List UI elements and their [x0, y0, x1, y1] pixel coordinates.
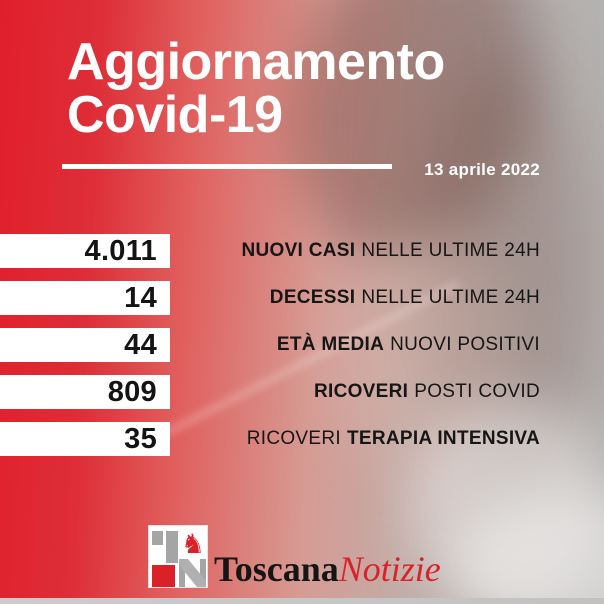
- stat-value-bar: 35: [0, 422, 170, 456]
- toscana-notizie-logo: ♞ ToscanaNotizie: [148, 525, 441, 588]
- tn-logo-icon: ♞: [148, 525, 208, 588]
- letter-t-stem-shape: [166, 531, 178, 563]
- stat-label: NUOVI CASI NELLE ULTIME 24H: [241, 234, 540, 268]
- stat-value: 44: [124, 329, 157, 361]
- pegasus-icon: ♞: [181, 529, 205, 560]
- stat-label-bold: ETÀ MEDIA: [276, 334, 385, 355]
- stat-value: 35: [124, 423, 157, 455]
- stat-value: 4.011: [84, 235, 157, 267]
- stat-label-bold: RICOVERI: [313, 381, 409, 402]
- bottom-strip: [0, 598, 604, 604]
- brand-toscana: Toscana: [214, 549, 339, 589]
- stat-label: RICOVERI TERAPIA INTENSIVA: [247, 422, 540, 456]
- stat-value-bar: 14: [0, 281, 170, 315]
- title-line-1: Aggiornamento: [67, 33, 445, 91]
- stat-label: DECESSI NELLE ULTIME 24H: [270, 281, 540, 315]
- letter-n-diagonal: [179, 559, 206, 587]
- letter-t-serif-shape: [152, 531, 163, 545]
- divider-line: [62, 164, 392, 169]
- stat-label-regular: NUOVI POSITIVI: [390, 334, 540, 355]
- stat-value: 14: [124, 282, 157, 314]
- stat-label-regular: RICOVERI: [246, 428, 341, 449]
- stat-label-regular: NELLE ULTIME 24H: [361, 240, 540, 261]
- stat-label-bold: TERAPIA INTENSIVA: [346, 428, 540, 449]
- stat-label: RICOVERI POSTI COVID: [314, 375, 540, 409]
- page-title: Aggiornamento Covid-19: [67, 33, 445, 145]
- brand-notizie: Notizie: [338, 549, 441, 589]
- stat-value-bar: 809: [0, 375, 170, 409]
- stat-label-regular: NELLE ULTIME 24H: [361, 287, 540, 308]
- date-label: 13 aprile 2022: [424, 160, 540, 179]
- stat-label-bold: DECESSI: [269, 287, 356, 308]
- red-square: [152, 565, 175, 587]
- title-line-2: Covid-19: [67, 86, 283, 145]
- stat-value-bar: 4.011: [0, 234, 170, 268]
- stat-label: ETÀ MEDIA NUOVI POSITIVI: [277, 328, 540, 362]
- stat-value-bar: 44: [0, 328, 170, 362]
- stat-label-bold: NUOVI CASI: [241, 240, 356, 261]
- stat-label-regular: POSTI COVID: [414, 381, 540, 402]
- brand-wordmark: ToscanaNotizie: [214, 551, 441, 587]
- stat-value: 809: [107, 376, 157, 408]
